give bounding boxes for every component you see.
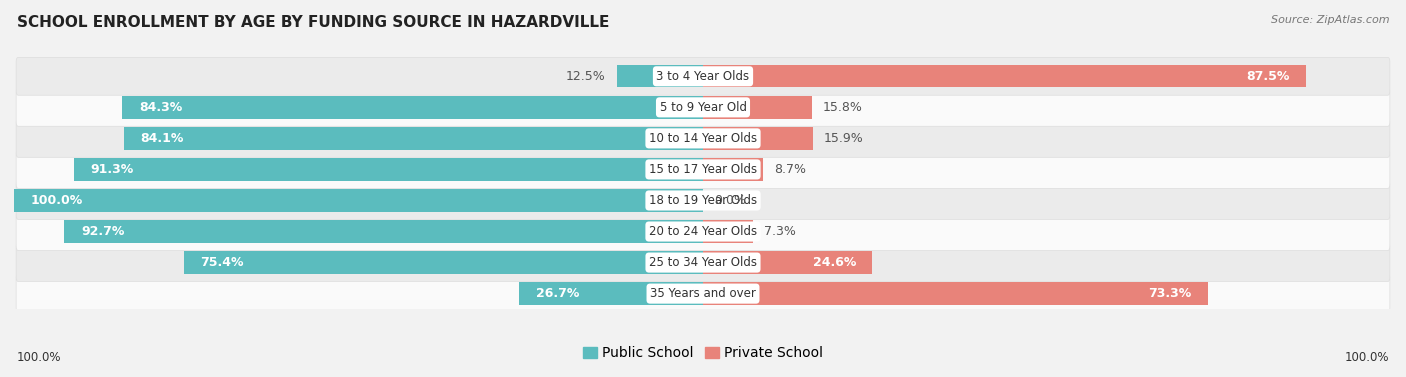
Text: 5 to 9 Year Old: 5 to 9 Year Old [659,101,747,114]
FancyBboxPatch shape [15,213,1391,250]
Text: 100.0%: 100.0% [1344,351,1389,364]
Text: 73.3%: 73.3% [1149,287,1191,300]
Text: 24.6%: 24.6% [813,256,856,269]
FancyBboxPatch shape [15,244,1391,282]
Text: 75.4%: 75.4% [200,256,243,269]
Text: 26.7%: 26.7% [536,287,579,300]
Text: 7.3%: 7.3% [765,225,796,238]
Text: 12.5%: 12.5% [567,70,606,83]
FancyBboxPatch shape [15,120,1391,157]
Text: 92.7%: 92.7% [82,225,124,238]
Bar [703,251,873,274]
Text: 84.1%: 84.1% [141,132,184,145]
Legend: Public School, Private School: Public School, Private School [582,346,824,360]
Text: 15.9%: 15.9% [824,132,863,145]
Text: 10 to 14 Year Olds: 10 to 14 Year Olds [650,132,756,145]
FancyBboxPatch shape [15,57,1391,95]
FancyBboxPatch shape [15,275,1391,313]
Text: Source: ZipAtlas.com: Source: ZipAtlas.com [1271,15,1389,25]
Text: 20 to 24 Year Olds: 20 to 24 Year Olds [650,225,756,238]
Bar [703,127,813,150]
FancyBboxPatch shape [15,150,1391,188]
Text: 15 to 17 Year Olds: 15 to 17 Year Olds [650,163,756,176]
Text: 15.8%: 15.8% [823,101,863,114]
Bar [617,65,703,87]
Text: 18 to 19 Year Olds: 18 to 19 Year Olds [650,194,756,207]
Bar [703,65,1306,87]
Bar [703,96,811,118]
FancyBboxPatch shape [15,182,1391,219]
Bar [122,96,703,118]
Bar [14,189,703,211]
Bar [703,220,754,243]
Bar [184,251,703,274]
Bar [703,158,763,181]
Text: SCHOOL ENROLLMENT BY AGE BY FUNDING SOURCE IN HAZARDVILLE: SCHOOL ENROLLMENT BY AGE BY FUNDING SOUR… [17,15,609,30]
Bar [519,282,703,305]
Text: 0.0%: 0.0% [714,194,747,207]
Text: 25 to 34 Year Olds: 25 to 34 Year Olds [650,256,756,269]
Text: 100.0%: 100.0% [17,351,62,364]
Text: 3 to 4 Year Olds: 3 to 4 Year Olds [657,70,749,83]
Bar [124,127,703,150]
Text: 84.3%: 84.3% [139,101,181,114]
Text: 87.5%: 87.5% [1246,70,1289,83]
Bar [703,282,1208,305]
Bar [65,220,703,243]
Text: 8.7%: 8.7% [773,163,806,176]
Text: 100.0%: 100.0% [31,194,83,207]
FancyBboxPatch shape [15,88,1391,126]
Text: 35 Years and over: 35 Years and over [650,287,756,300]
Text: 91.3%: 91.3% [90,163,134,176]
Bar [75,158,703,181]
